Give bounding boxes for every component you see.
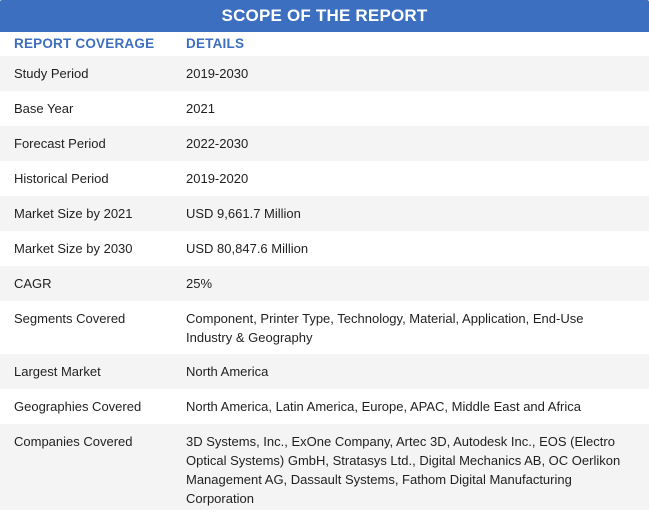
table-row: Geographies Covered North America, Latin… — [0, 389, 649, 424]
table-row: Market Size by 2021 USD 9,661.7 Million — [0, 196, 649, 231]
header-details: DETAILS — [186, 36, 245, 51]
table-row: Study Period 2019-2030 — [0, 56, 649, 91]
row-value: USD 9,661.7 Million — [186, 206, 301, 221]
table-header-row: REPORT COVERAGE DETAILS — [0, 32, 649, 56]
row-value: North America, Latin America, Europe, AP… — [186, 399, 582, 414]
row-key: Geographies Covered — [14, 399, 142, 414]
row-key: Forecast Period — [14, 136, 106, 151]
report-title: SCOPE OF THE REPORT — [0, 0, 649, 32]
table-row: CAGR 25% — [0, 266, 649, 301]
row-key: Market Size by 2021 — [14, 206, 133, 221]
row-value: 3D Systems, Inc., ExOne Company, Artec 3… — [186, 434, 621, 506]
table-row: Historical Period 2019-2020 — [0, 161, 649, 196]
table-row: Largest Market North America — [0, 354, 649, 389]
row-value: 2019-2020 — [186, 171, 249, 186]
row-key: Largest Market — [14, 364, 101, 379]
row-key: Companies Covered — [14, 434, 133, 449]
row-value: Component, Printer Type, Technology, Mat… — [186, 311, 584, 345]
row-value: 2022-2030 — [186, 136, 249, 151]
table-row: Companies Covered 3D Systems, Inc., ExOn… — [0, 424, 649, 510]
row-key: Base Year — [14, 101, 74, 116]
row-value: 2021 — [186, 101, 215, 116]
row-value: 25% — [186, 276, 213, 291]
row-value: 2019-2030 — [186, 66, 249, 81]
row-key: Study Period — [14, 66, 89, 81]
row-key: Historical Period — [14, 171, 109, 186]
table-row: Forecast Period 2022-2030 — [0, 126, 649, 161]
row-value: North America — [186, 364, 269, 379]
row-key: Market Size by 2030 — [14, 241, 133, 256]
table-row: Market Size by 2030 USD 80,847.6 Million — [0, 231, 649, 266]
table-row: Base Year 2021 — [0, 91, 649, 126]
row-key: CAGR — [14, 276, 52, 291]
row-key: Segments Covered — [14, 311, 126, 326]
row-value: USD 80,847.6 Million — [186, 241, 309, 256]
table-row: Segments Covered Component, Printer Type… — [0, 301, 649, 354]
header-report-coverage: REPORT COVERAGE — [14, 36, 155, 51]
